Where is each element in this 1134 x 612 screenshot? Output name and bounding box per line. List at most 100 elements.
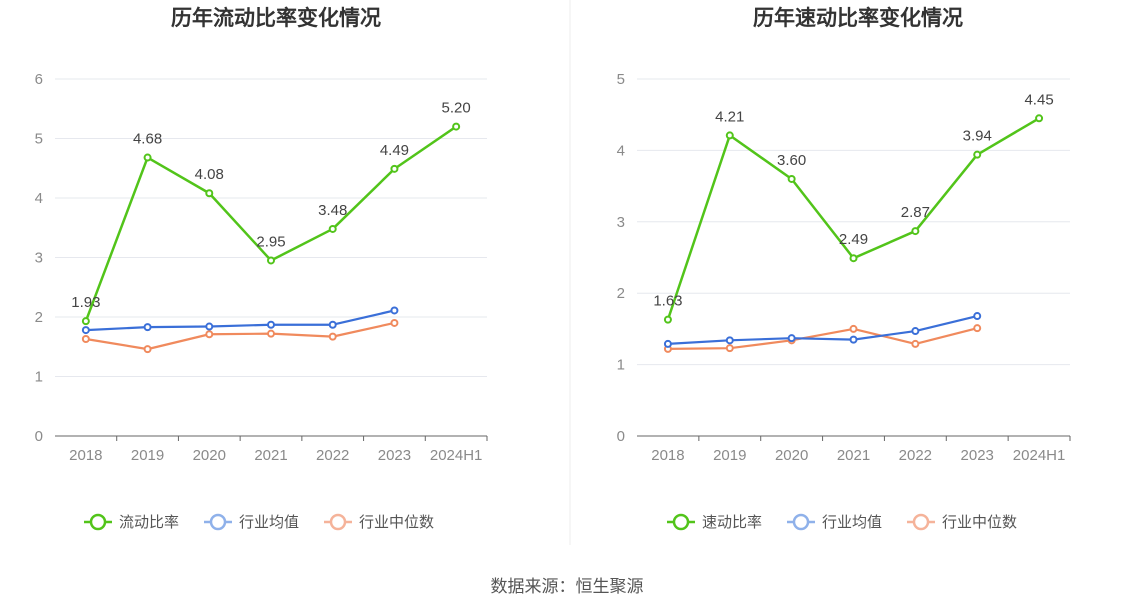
industry-median-point — [911, 339, 920, 348]
industry-median-line — [667, 327, 978, 350]
y-tick-label: 3 — [35, 250, 43, 267]
x-tick-label: 2020 — [775, 447, 808, 464]
industry-median-point — [205, 330, 214, 339]
chart-title: 历年速动比率变化情况 — [753, 6, 963, 30]
industry-median-point — [849, 324, 858, 333]
main-ratio-point — [390, 164, 399, 173]
industry-average-point — [390, 306, 399, 315]
industry-median-point — [328, 332, 337, 341]
data-label: 3.60 — [777, 152, 806, 169]
industry-median-point — [725, 344, 734, 353]
data-label: 1.93 — [71, 294, 100, 311]
industry-average-point — [143, 323, 152, 332]
legend-label: 行业均值 — [822, 514, 882, 531]
main-ratio-point — [849, 254, 858, 263]
y-tick-label: 1 — [617, 357, 625, 374]
legend-label: 行业均值 — [239, 514, 299, 531]
industry-median-point — [81, 335, 90, 344]
y-tick-label: 2 — [617, 285, 625, 302]
industry-median-point — [390, 318, 399, 327]
industry-average-point — [205, 322, 214, 331]
quick-ratio-chart: 历年速动比率变化情况 0 1 2 3 4 5 2018 2019 2020 2021 2022 202… — [617, 6, 1071, 531]
main-ratio-point — [143, 153, 152, 162]
industry-median-point — [973, 324, 982, 333]
industry-average-point — [725, 336, 734, 345]
legend-circle-icon — [329, 513, 347, 531]
y-tick-label: 3 — [617, 214, 625, 231]
main-ratio-point — [267, 256, 275, 265]
legend-item-industry-average[interactable]: 行业均值 — [204, 513, 299, 531]
legend-label: 流动比率 — [119, 514, 179, 531]
main-ratio-point — [328, 224, 337, 233]
industry-median-point — [267, 329, 275, 338]
industry-average-point — [267, 320, 275, 329]
legend-item-industry-median[interactable]: 行业中位数 — [907, 513, 1017, 531]
data-label: 2.49 — [839, 231, 868, 248]
data-label: 4.68 — [133, 131, 162, 148]
y-tick-label: 5 — [617, 71, 625, 88]
data-label: 2.95 — [256, 233, 285, 250]
industry-median-line — [85, 321, 395, 351]
main-ratio-point — [787, 174, 796, 183]
legend-circle-icon — [912, 513, 930, 531]
legend-item-main-ratio[interactable]: 速动比率 — [667, 513, 762, 531]
legend-circle-icon — [672, 513, 690, 531]
industry-average-point — [663, 339, 672, 348]
legend-item-industry-median[interactable]: 行业中位数 — [324, 513, 434, 531]
industry-average-point — [973, 312, 982, 321]
legend-label: 速动比率 — [702, 514, 762, 531]
data-label: 4.45 — [1024, 91, 1053, 108]
industry-median-point — [143, 345, 152, 354]
x-tick-label: 2022 — [899, 447, 932, 464]
y-tick-label: 0 — [35, 428, 43, 445]
data-source-label: 数据来源：恒生聚源 — [491, 577, 644, 596]
y-tick-label: 5 — [35, 131, 43, 148]
industry-average-point — [849, 335, 858, 344]
data-label: 1.63 — [653, 293, 682, 310]
data-label: 5.20 — [442, 100, 471, 117]
y-tick-label: 2 — [35, 309, 43, 326]
main-ratio-point — [81, 317, 90, 326]
x-tick-label: 2023 — [961, 447, 994, 464]
data-label: 2.87 — [901, 204, 930, 221]
main-ratio-point — [911, 227, 920, 236]
current-ratio-chart: 历年流动比率变化情况 0 1 2 3 4 5 6 2018 2019 2020 2021 2022 20… — [35, 6, 488, 531]
x-tick-label: 2020 — [193, 447, 226, 464]
industry-average-line — [85, 309, 395, 332]
x-tick-label: 2019 — [131, 447, 164, 464]
legend-circle-icon — [792, 513, 810, 531]
legend-label: 行业中位数 — [942, 514, 1017, 531]
industry-average-point — [911, 327, 920, 336]
industry-average-point — [328, 320, 337, 329]
y-tick-label: 0 — [617, 428, 625, 445]
x-tick-label: 2022 — [316, 447, 349, 464]
main-ratio-line — [666, 117, 1040, 321]
data-label: 4.21 — [715, 108, 744, 125]
x-tick-label: 2018 — [69, 447, 102, 464]
y-tick-label: 4 — [617, 142, 625, 159]
x-tick-label: 2018 — [651, 447, 684, 464]
x-tick-label: 2021 — [837, 447, 870, 464]
x-tick-label: 2024H1 — [430, 447, 483, 464]
chart-title: 历年流动比率变化情况 — [171, 6, 381, 30]
main-ratio-point — [1035, 114, 1044, 123]
main-ratio-point — [725, 131, 734, 140]
data-label: 4.08 — [195, 166, 224, 183]
legend-circle-icon — [89, 513, 107, 531]
data-label: 4.49 — [380, 142, 409, 159]
x-tick-label: 2019 — [713, 447, 746, 464]
main-ratio-point — [973, 150, 982, 159]
legend-item-industry-average[interactable]: 行业均值 — [787, 513, 882, 531]
industry-average-point — [787, 334, 796, 343]
data-label: 3.94 — [963, 128, 992, 145]
legend-circle-icon — [209, 513, 227, 531]
industry-average-point — [81, 326, 90, 335]
legend-item-main-ratio[interactable]: 流动比率 — [84, 513, 179, 531]
y-tick-label: 4 — [35, 190, 43, 207]
x-tick-label: 2021 — [254, 447, 287, 464]
main-ratio-point — [205, 189, 214, 198]
data-label: 3.48 — [318, 202, 347, 219]
y-tick-label: 1 — [35, 369, 43, 386]
main-ratio-point — [452, 122, 461, 131]
